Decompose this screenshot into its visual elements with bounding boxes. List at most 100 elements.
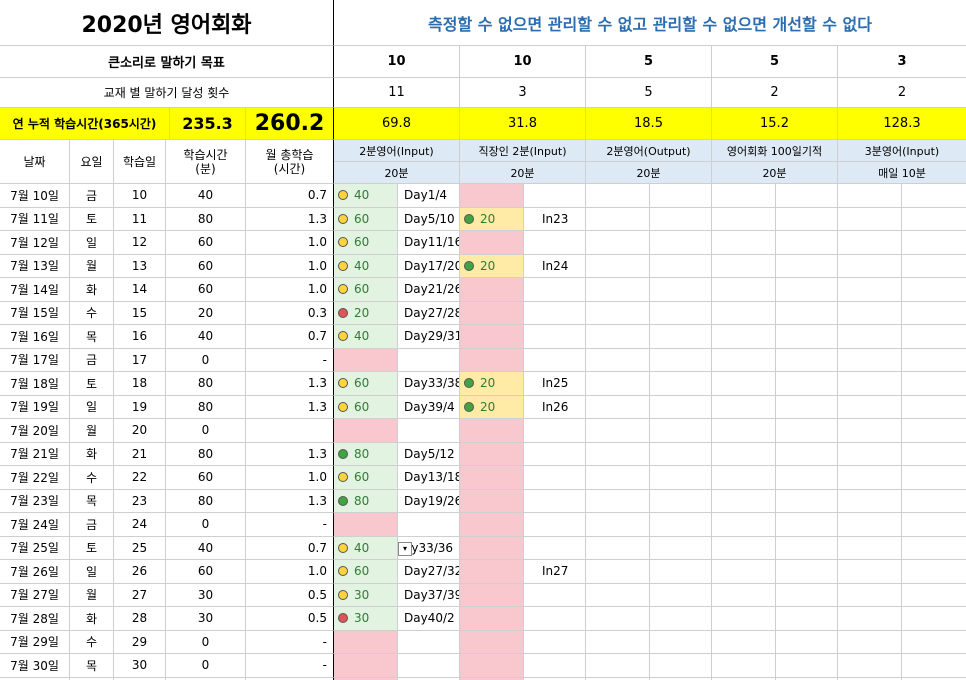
book4-note-cell[interactable] (776, 583, 838, 607)
date-cell[interactable]: 7월 31일 (0, 677, 70, 680)
book3-minutes-cell[interactable] (586, 419, 650, 443)
book3-minutes-cell[interactable] (586, 489, 650, 513)
book2-minutes-cell[interactable] (460, 348, 524, 372)
book5-note-cell[interactable] (902, 255, 966, 278)
date-cell[interactable]: 7월 10일 (0, 184, 70, 208)
date-cell[interactable]: 7월 26일 (0, 560, 70, 584)
book4-note-cell[interactable] (776, 630, 838, 654)
book4-minutes-cell[interactable] (712, 184, 776, 208)
book-name-2[interactable]: 직장인 2분(Input) (460, 140, 586, 162)
book5-note-cell[interactable] (902, 278, 966, 302)
book2-minutes-cell[interactable] (460, 325, 524, 349)
book2-note-cell[interactable] (524, 536, 586, 560)
study-time-cell[interactable]: 60 (166, 466, 246, 490)
book4-minutes-cell[interactable] (712, 466, 776, 490)
study-time-cell[interactable]: 0 (166, 677, 246, 680)
book4-note-cell[interactable] (776, 184, 838, 208)
book4-note-cell[interactable] (776, 560, 838, 584)
book1-minutes-cell[interactable]: 60 (334, 372, 398, 396)
goal-value-1[interactable]: 10 (334, 46, 460, 78)
book1-note-cell[interactable]: ay33/36 (398, 536, 460, 560)
book1-minutes-cell[interactable]: 20 (334, 301, 398, 325)
book1-note-cell[interactable] (398, 419, 460, 443)
study-day-cell[interactable]: 29 (114, 630, 166, 654)
goal-value-4[interactable]: 5 (712, 46, 838, 78)
book3-note-cell[interactable] (650, 301, 712, 325)
motto-banner[interactable]: 측정할 수 없으면 관리할 수 없고 관리할 수 없으면 개선할 수 없다 (334, 0, 966, 46)
book5-note-cell[interactable] (902, 372, 966, 396)
day-cell[interactable]: 일 (70, 560, 114, 584)
book3-note-cell[interactable] (650, 207, 712, 231)
book4-minutes-cell[interactable] (712, 677, 776, 680)
book-name-5[interactable]: 3분영어(Input) (838, 140, 966, 162)
book5-note-cell[interactable] (902, 607, 966, 631)
book-name-1[interactable]: 2분영어(Input) (334, 140, 460, 162)
book1-minutes-cell[interactable] (334, 419, 398, 443)
book4-minutes-cell[interactable] (712, 278, 776, 302)
month-total-cell[interactable]: 1.0 (246, 466, 334, 490)
book4-minutes-cell[interactable] (712, 254, 776, 278)
book5-minutes-cell[interactable] (838, 207, 902, 231)
month-total-cell[interactable]: 1.0 (246, 278, 334, 302)
book5-note-cell[interactable] (902, 231, 966, 255)
book1-note-cell[interactable]: Day29/31 (398, 325, 460, 349)
study-day-cell[interactable]: 18 (114, 372, 166, 396)
date-cell[interactable]: 7월 25일 (0, 536, 70, 560)
book2-note-cell[interactable]: In23 (524, 207, 586, 231)
month-total-cell[interactable]: 1.0 (246, 560, 334, 584)
book2-minutes-cell[interactable] (460, 301, 524, 325)
study-day-cell[interactable]: 24 (114, 513, 166, 537)
study-day-cell[interactable]: 30 (114, 654, 166, 678)
book2-minutes-cell[interactable] (460, 583, 524, 607)
study-day-cell[interactable]: 16 (114, 325, 166, 349)
book2-minutes-cell[interactable] (460, 419, 524, 443)
book4-minutes-cell[interactable] (712, 583, 776, 607)
date-cell[interactable]: 7월 19일 (0, 395, 70, 419)
header-study-day[interactable]: 학습일 (114, 140, 166, 184)
book2-minutes-cell[interactable] (460, 278, 524, 302)
book5-note-cell[interactable] (902, 349, 966, 372)
book1-note-cell[interactable] (398, 348, 460, 372)
cumulative-value[interactable]: 235.3 (170, 108, 246, 140)
book1-note-cell[interactable]: Day21/26 (398, 278, 460, 302)
book2-minutes-cell[interactable]: 20 (460, 254, 524, 278)
book3-minutes-cell[interactable] (586, 184, 650, 208)
study-time-cell[interactable]: 20 (166, 301, 246, 325)
date-cell[interactable]: 7월 20일 (0, 419, 70, 443)
book5-minutes-cell[interactable] (838, 466, 902, 490)
date-cell[interactable]: 7월 29일 (0, 630, 70, 654)
book2-minutes-cell[interactable] (460, 560, 524, 584)
month-total-cell[interactable]: - (246, 513, 334, 537)
date-cell[interactable]: 7월 13일 (0, 254, 70, 278)
day-cell[interactable]: 목 (70, 325, 114, 349)
month-total-cell[interactable]: 1.0 (246, 254, 334, 278)
book4-note-cell[interactable] (776, 654, 838, 678)
book4-minutes-cell[interactable] (712, 536, 776, 560)
book4-note-cell[interactable] (776, 325, 838, 349)
book1-note-cell[interactable]: Day39/4 (398, 395, 460, 419)
study-time-cell[interactable]: 0 (166, 348, 246, 372)
book3-note-cell[interactable] (650, 466, 712, 490)
book1-note-cell[interactable]: Day11/16 (398, 231, 460, 255)
book3-note-cell[interactable] (650, 630, 712, 654)
study-day-cell[interactable]: 19 (114, 395, 166, 419)
book4-minutes-cell[interactable] (712, 395, 776, 419)
book3-minutes-cell[interactable] (586, 325, 650, 349)
header-date[interactable]: 날짜 (0, 140, 70, 184)
book5-note-cell[interactable] (902, 325, 966, 349)
day-cell[interactable]: 목 (70, 654, 114, 678)
book2-minutes-cell[interactable] (460, 231, 524, 255)
study-time-cell[interactable]: 0 (166, 654, 246, 678)
book4-minutes-cell[interactable] (712, 372, 776, 396)
study-day-cell[interactable]: 11 (114, 207, 166, 231)
book4-note-cell[interactable] (776, 372, 838, 396)
month-total-cell[interactable]: 1.3 (246, 489, 334, 513)
achieved-value-3[interactable]: 5 (586, 78, 712, 108)
study-day-cell[interactable]: 12 (114, 231, 166, 255)
book1-minutes-cell[interactable]: 60 (334, 466, 398, 490)
day-cell[interactable]: 화 (70, 607, 114, 631)
header-day[interactable]: 요일 (70, 140, 114, 184)
study-time-cell[interactable]: 60 (166, 560, 246, 584)
book1-minutes-cell[interactable]: 80 (334, 489, 398, 513)
book3-minutes-cell[interactable] (586, 207, 650, 231)
